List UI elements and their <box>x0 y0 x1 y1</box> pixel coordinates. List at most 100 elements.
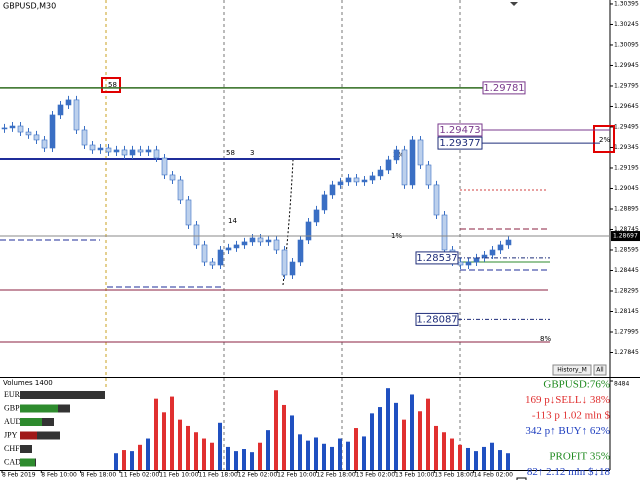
candle <box>33 134 40 141</box>
symbol-label: GBPUSD,M30 <box>3 2 56 11</box>
annotation: 3 <box>250 149 254 157</box>
candle <box>225 247 232 251</box>
volume-bar <box>498 450 502 470</box>
candle <box>353 177 360 183</box>
volume-bar <box>354 428 358 470</box>
info-line: PROFIT 35% <box>549 451 610 463</box>
volume-bar <box>450 438 454 470</box>
level-box <box>437 123 483 137</box>
candle <box>329 184 336 196</box>
volume-bar <box>330 446 334 470</box>
price-tick-label: 1.29945 <box>614 62 639 69</box>
candle <box>233 244 240 249</box>
candle <box>505 239 512 246</box>
all-button-label[interactable]: All <box>596 367 604 374</box>
candle <box>265 239 272 243</box>
all-button[interactable] <box>593 364 607 376</box>
history-button[interactable] <box>552 364 592 376</box>
currency-strength <box>20 458 35 467</box>
volume-bar <box>306 440 310 470</box>
time-label: 12 Feb 10:00 <box>277 472 317 479</box>
current-price-label: 1.28697 <box>613 233 638 240</box>
currency-total <box>20 391 105 399</box>
volume-bar <box>290 415 294 470</box>
volume-bar <box>482 446 486 470</box>
volume-bar <box>314 437 318 470</box>
time-label: 12 Feb 02:00 <box>238 472 278 479</box>
candle <box>9 125 16 129</box>
volume-bar <box>418 411 422 470</box>
level-label: 1.29781 <box>483 83 524 94</box>
candle <box>377 169 384 177</box>
info-line: -113 p 1.02 mln $ <box>532 410 611 422</box>
time-label: 14 Feb 02:00 <box>474 472 514 479</box>
candle <box>489 249 496 256</box>
volume-bar <box>506 453 510 470</box>
price-tick-label: 1.29045 <box>614 185 639 192</box>
volume-bar <box>234 451 238 470</box>
candle <box>97 147 104 151</box>
candle <box>169 174 176 181</box>
volume-bar <box>346 441 350 470</box>
volume-bar <box>466 447 470 470</box>
volume-bar <box>210 442 214 470</box>
price-tick-label: 1.28595 <box>614 246 639 253</box>
candle <box>385 159 392 171</box>
projection-curve <box>282 159 294 286</box>
volume-bar <box>322 443 326 470</box>
candle <box>57 104 64 116</box>
time-label: 8 Feb 18:00 <box>81 472 117 479</box>
candle <box>17 125 24 133</box>
volume-bar <box>250 452 254 470</box>
volume-bar <box>410 394 414 470</box>
time-label: 13 Feb 10:00 <box>395 472 435 479</box>
profit-icon <box>516 477 527 480</box>
marker-box <box>593 125 615 153</box>
candle <box>161 157 168 176</box>
volume-bar <box>386 388 390 470</box>
volume-bar <box>266 430 270 470</box>
candle <box>345 177 352 183</box>
annotation: 14 <box>228 217 237 225</box>
volume-bar <box>114 453 118 470</box>
volume-bar <box>218 422 222 470</box>
volume-bar <box>226 446 230 470</box>
price-tick-label: 1.29345 <box>614 144 639 151</box>
price-tick-label: 1.28895 <box>614 205 639 212</box>
marker-box <box>101 77 121 93</box>
level-box <box>482 81 526 95</box>
volume-bar <box>274 390 278 470</box>
annotation: 2% <box>599 136 610 144</box>
candle <box>193 224 200 246</box>
candle <box>241 241 248 246</box>
time-label: 11 Feb 18:00 <box>199 472 239 479</box>
candle <box>25 131 32 136</box>
price-tick-label: 1.28745 <box>614 226 639 233</box>
volume-bar <box>242 449 246 470</box>
candle <box>401 149 408 186</box>
info-line: GBPUSD:76% <box>543 379 610 391</box>
time-label: 11 Feb 02:00 <box>120 472 160 479</box>
candle <box>49 114 56 149</box>
price-tick-label: 1.30095 <box>614 41 639 48</box>
currency-name: GBP <box>4 403 20 412</box>
price-tick-label: 1.29795 <box>614 82 639 89</box>
candle <box>185 199 192 226</box>
candle <box>417 139 424 166</box>
price-tick-label: 1.30395 <box>614 0 639 7</box>
time-label: 12 Feb 18:00 <box>316 472 356 479</box>
candle <box>153 149 160 159</box>
current-price-box <box>611 231 640 242</box>
price-tick-label: 1.27845 <box>614 349 639 356</box>
volume-bar <box>490 442 494 470</box>
candle <box>257 237 264 243</box>
currency-name: AUD <box>4 417 22 426</box>
candle <box>441 214 448 251</box>
currency-panel <box>0 388 110 470</box>
candle <box>249 237 256 243</box>
price-tick-label: 1.29645 <box>614 103 639 110</box>
currency-strength <box>20 431 37 440</box>
candle <box>177 179 184 201</box>
volume-bar <box>370 413 374 470</box>
history-button-label[interactable]: History_M <box>557 367 587 374</box>
